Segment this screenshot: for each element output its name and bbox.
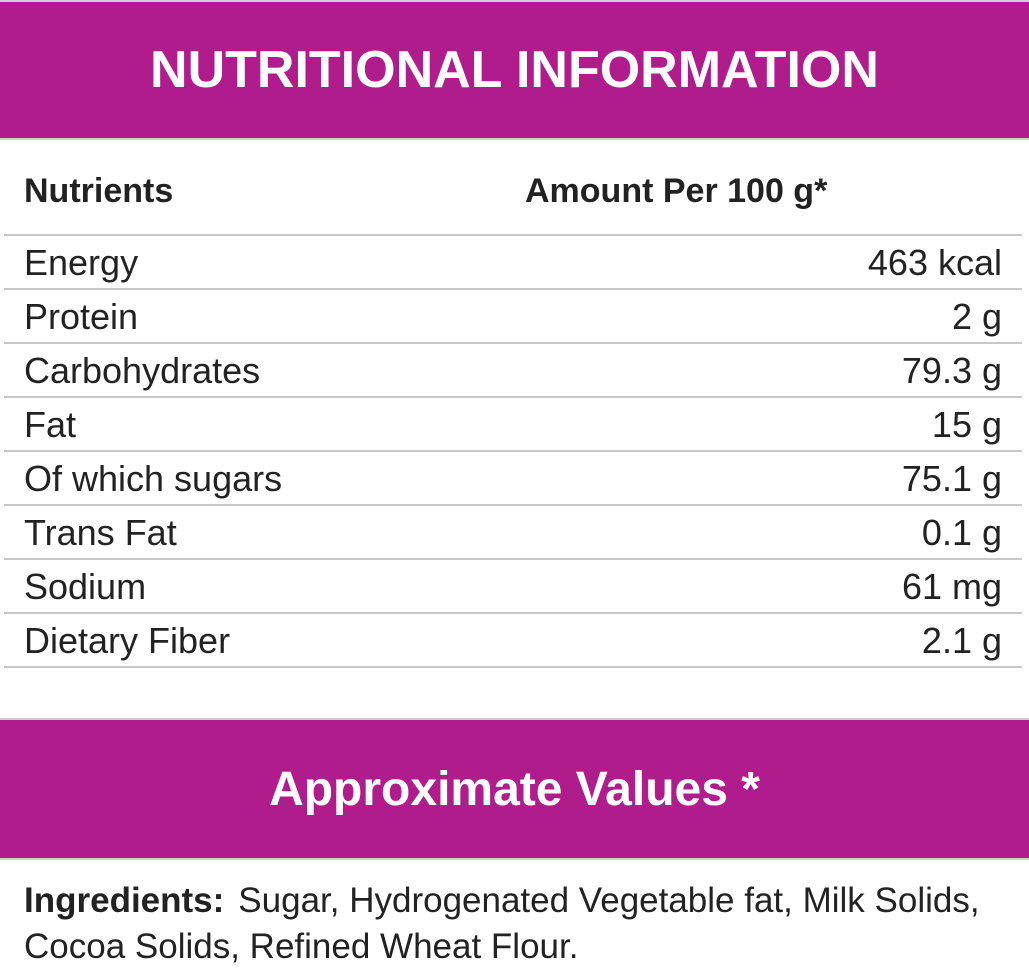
amount: 79.3 g <box>901 350 1002 391</box>
nutrient: Protein <box>24 296 139 337</box>
ingredients-text: Sugar, Hydrogenated Vegetable fat, Milk … <box>24 881 980 966</box>
nutrient: Carbohydrates <box>24 350 261 391</box>
table-row: Trans Fat 0.1 g <box>4 504 1022 558</box>
column-header: Amount Per 100 g* <box>525 172 828 210</box>
note-band: Approximate Values * <box>0 718 1029 860</box>
table-row: Fat 15 g <box>4 396 1022 450</box>
table-row: Of which sugars 75.1 g <box>4 450 1022 504</box>
nutrient: Of which sugars <box>24 458 283 499</box>
amount: 0.1 g <box>921 512 1002 553</box>
amount: 2 g <box>951 296 1002 337</box>
table-row: Dietary Fiber 2.1 g <box>4 612 1022 668</box>
nutrient: Energy <box>24 242 139 283</box>
amount: 15 g <box>931 404 1002 445</box>
nutrient: Sodium <box>24 566 147 607</box>
table-row: Protein 2 g <box>4 288 1022 342</box>
amount: 463 kcal <box>867 242 1002 283</box>
amount: 2.1 g <box>921 620 1002 661</box>
ingredients: Ingredients: Sugar, Hydrogenated Vegetabl… <box>24 878 1014 970</box>
amount: 75.1 g <box>901 458 1002 499</box>
nutrient: Trans Fat <box>24 512 177 553</box>
table-row: Energy 463 kcal <box>4 234 1022 288</box>
table-row: Sodium 61 mg <box>4 558 1022 612</box>
ingredients-label: Ingredients: <box>24 881 225 920</box>
header-band: NUTRITIONAL INFORMATION <box>0 0 1029 140</box>
nutrient: Dietary Fiber <box>24 620 231 661</box>
amount: 61 mg <box>901 566 1002 607</box>
table-row: Carbohydrates 79.3 g <box>4 342 1022 396</box>
title: NUTRITIONAL INFORMATION <box>150 41 879 99</box>
nutrient: Fat <box>24 404 77 445</box>
note-title: Approximate Values * <box>269 762 760 816</box>
column-header: Nutrients <box>24 172 174 210</box>
